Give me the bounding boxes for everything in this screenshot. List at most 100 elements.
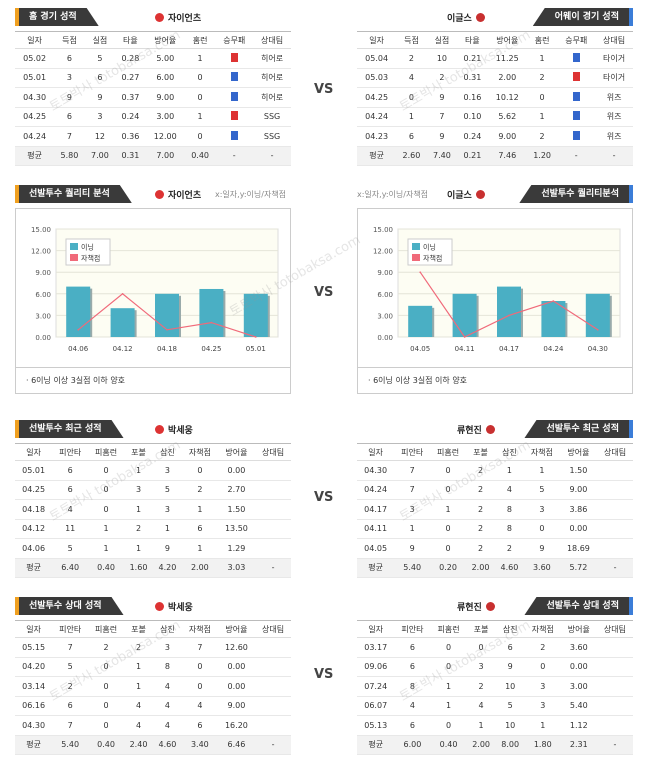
average-cell: 4.60 [152,735,182,755]
innings-bar [243,293,268,337]
y-tick-label: 9.00 [377,269,393,277]
table-cell: 0.37 [115,87,146,108]
table-cell: 06.07 [357,696,395,716]
pitcher-recent-left-table: 일자 피안타 피홈런 포볼 삼진 자책점 방어율 상대팀 05.01 6 0 1 3 0 0.00 04.25… [15,443,291,578]
home-team-name: 자이언츠 [168,14,202,24]
table-cell [255,637,291,658]
average-row: 평균 5.40 0.40 2.40 4.60 3.40 6.46- [15,735,291,755]
col-header: 일자 [15,443,53,461]
quality-left-panel: 선발투수 퀄리티 분석 자이언츠 x:일자,y:이닝/자책점 [15,185,291,203]
away-team-name: 이글스 [447,14,472,24]
table-cell: 0.24 [457,126,488,147]
table-cell: 3 [54,68,85,88]
average-cell: 평균 [357,735,395,755]
col-header: 포볼 [124,620,153,638]
table-cell: 18.69 [559,538,598,559]
result-badge-icon [572,72,580,82]
col-header: 삼진 [494,443,524,461]
table-cell: 2 [526,126,558,147]
table-cell: 4 [394,696,431,716]
quality-left-title: 선발투수 퀄리티 분석 [15,185,132,203]
table-row: 04.05 9 0 2 2 9 18.69 [357,538,633,559]
table-cell: SSG [253,107,291,127]
table-row: 05.01 6 0 1 3 0 0.00 [15,460,291,481]
table-cell: 1 [88,538,125,559]
earned-run-point [597,329,599,331]
table-cell: 5 [495,696,525,716]
col-header: 상대팀 [253,31,291,49]
earned-run-point [166,329,168,331]
col-header: 타율 [457,31,488,49]
table-cell: 6 [394,637,431,658]
average-cell: 7.00 [145,146,185,166]
table-cell [596,715,633,736]
table-cell: 1 [88,519,125,539]
away-records-title: 어웨이 경기 성적 [532,8,633,26]
table-cell: 11 [52,519,89,539]
table-cell: 0 [181,460,218,481]
x-tick-label: 04.17 [499,345,519,353]
x-tick-label: 04.24 [543,345,564,353]
table-row: 04.06 5 1 1 9 1 1.29 [15,538,291,559]
col-header: 방어율 [560,620,597,638]
table-cell: 05.02 [15,48,55,69]
average-cell: 0.40 [184,146,216,166]
pitcher-recent-right-panel: 류현진 선발투수 최근 성적 일자 피안타 피홈런 포볼 삼진 자책점 방어율 상대팀 04.3… [357,420,633,578]
legend-innings-label: 이닝 [81,243,94,252]
table-cell: 2 [124,637,153,658]
pitcher-vs-left-table: 일자 피안타 피홈런 포볼 삼진 자책점 방어율 상대팀 05.15 7 2 2 3 7 12.60 04.2… [15,620,291,755]
table-cell: 1 [181,538,218,559]
legend-er-label: 자책점 [81,254,100,263]
giants-logo-icon-3 [155,425,164,434]
table-cell: 04.18 [15,499,53,520]
y-tick-label: 0.00 [35,334,51,342]
col-header: 방어율 [217,620,256,638]
table-cell [596,696,633,716]
table-cell: 04.30 [15,715,53,736]
table-cell: 5 [152,480,182,500]
table-cell: 6 [181,715,218,736]
col-header: 삼진 [152,620,182,638]
pitcher-vs-right-panel: 류현진 선발투수 상대 성적 일자 피안타 피홈런 포볼 삼진 자책점 방어율 상대팀 03.1… [357,597,633,755]
table-cell: 2 [396,48,427,69]
table-cell: 0.24 [115,107,146,127]
col-header: 자책점 [181,620,218,638]
table-cell [255,696,291,716]
x-tick-label: 04.05 [410,345,430,353]
col-header: 삼진 [495,620,525,638]
table-cell: 04.24 [15,126,55,147]
average-cell: 3.40 [181,735,218,755]
average-cell: 5.72 [559,558,598,578]
table-cell: 1 [430,676,467,697]
table-cell: 히어로 [253,48,291,69]
table-cell: 07.24 [357,676,395,697]
table-cell: 7 [54,126,85,147]
col-header: 실점 [426,31,458,49]
table-cell: 타이거 [595,68,633,88]
table-cell: 0.31 [457,68,488,88]
result-cell: 승 [557,107,596,127]
table-cell: 3 [84,107,116,127]
table-cell [255,499,291,520]
table-cell: 6 [54,107,85,127]
table-cell: 04.12 [15,519,53,539]
table-cell: 위즈 [595,126,633,147]
table-cell: 6 [181,519,218,539]
table-cell: 0 [466,637,496,658]
pitcher-recent-left-name: 박세웅 [168,426,193,436]
table-cell: 0 [88,499,125,520]
table-cell: 10 [426,48,458,69]
result-badge-icon [230,52,238,62]
table-cell: 12 [84,126,116,147]
average-cell: 2.60 [396,146,427,166]
result-badge-icon [230,130,238,140]
average-cell: 평균 [357,558,395,578]
average-cell: 2.00 [181,558,218,578]
table-cell: 1.12 [560,715,597,736]
average-cell: 2.40 [124,735,153,755]
col-header: 자책점 [524,620,561,638]
col-header: 실점 [84,31,116,49]
